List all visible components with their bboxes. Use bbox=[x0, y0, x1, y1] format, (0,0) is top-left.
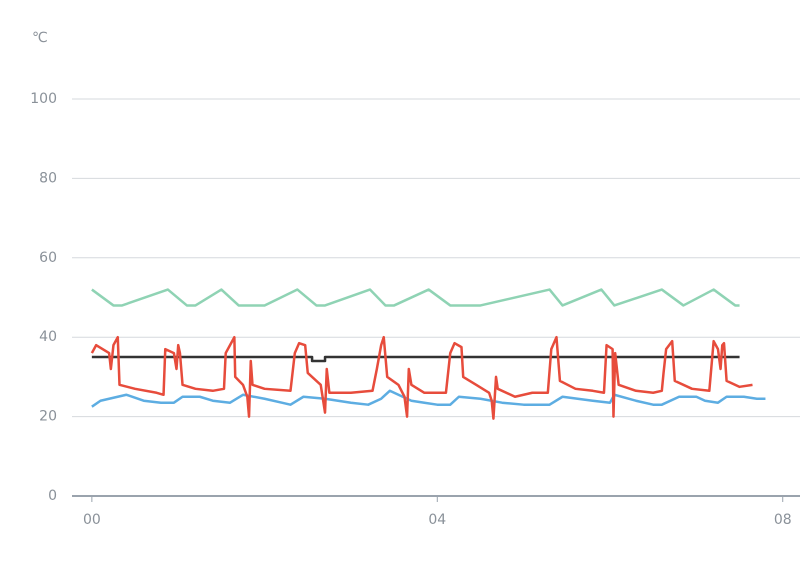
series-line bbox=[91, 389, 766, 408]
y-tick-label: 40 bbox=[39, 329, 57, 345]
x-tick-label: 08 bbox=[774, 512, 792, 528]
series-line bbox=[91, 288, 740, 307]
x-tick-label: 04 bbox=[428, 512, 446, 528]
y-tick-label: 100 bbox=[30, 91, 57, 107]
y-tick-label: 0 bbox=[48, 488, 57, 504]
series-line bbox=[91, 355, 740, 363]
y-tick-label: 80 bbox=[39, 170, 57, 186]
series-line bbox=[90, 335, 753, 420]
y-unit: ℃ bbox=[32, 30, 48, 46]
x-tick-label: 00 bbox=[83, 512, 101, 528]
y-tick-label: 20 bbox=[39, 409, 57, 425]
y-tick-label: 60 bbox=[39, 250, 57, 266]
